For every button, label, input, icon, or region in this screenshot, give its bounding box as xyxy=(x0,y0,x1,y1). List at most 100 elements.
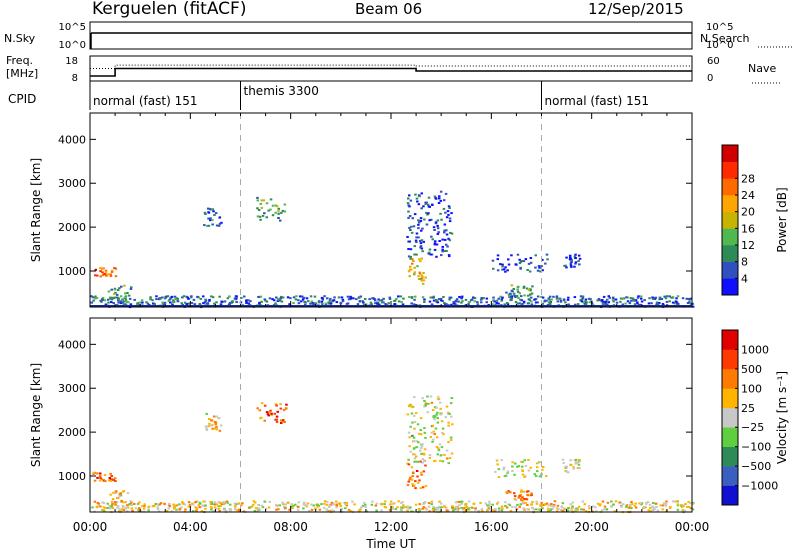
power-data-pixel xyxy=(110,288,113,291)
power-data-pixel xyxy=(420,277,424,280)
power-data-pixel xyxy=(503,268,506,271)
velocity-data-pixel xyxy=(598,504,601,507)
velocity-data-pixel xyxy=(689,502,692,505)
power-data-pixel xyxy=(183,301,187,304)
velocity-data-pixel xyxy=(257,507,261,510)
power-data-pixel xyxy=(541,258,544,261)
power-data-pixel xyxy=(420,239,424,242)
velocity-data-pixel xyxy=(276,410,279,413)
velocity-data-pixel xyxy=(119,501,123,503)
velocity-data-pixel xyxy=(566,509,570,512)
power-data-pixel xyxy=(169,297,172,300)
velocity-data-pixel xyxy=(108,479,111,482)
power-data-pixel xyxy=(650,302,653,305)
nsky-tick-label-right: 10^0 xyxy=(706,40,733,51)
velocity-data-pixel xyxy=(549,509,552,512)
velocity-data-pixel xyxy=(651,505,654,508)
power-data-pixel xyxy=(341,300,345,303)
power-data-pixel xyxy=(397,300,401,303)
power-data-pixel xyxy=(245,301,248,304)
power-data-pixel xyxy=(163,301,167,304)
power-data-pixel xyxy=(687,298,691,300)
power-data-pixel xyxy=(340,296,344,299)
power-data-pixel xyxy=(480,301,483,304)
power-data-pixel xyxy=(407,197,410,200)
velocity-data-pixel xyxy=(574,458,578,461)
velocity-data-pixel xyxy=(210,508,213,511)
velocity-data-pixel xyxy=(260,402,264,405)
velocity-data-pixel xyxy=(521,496,524,499)
power-data-pixel xyxy=(555,295,558,298)
y-tick-label: 3000 xyxy=(58,382,86,395)
velocity-data-pixel xyxy=(400,506,404,509)
velocity-data-pixel xyxy=(451,423,454,426)
power-data-pixel xyxy=(420,247,424,250)
velocity-data-pixel xyxy=(436,421,440,424)
power-data-pixel xyxy=(155,298,158,301)
power-data-pixel xyxy=(527,288,530,291)
velocity-data-pixel xyxy=(419,508,422,511)
power-data-pixel xyxy=(630,299,633,302)
power-data-pixel xyxy=(393,300,396,302)
velocity-data-pixel xyxy=(436,411,439,414)
velocity-data-pixel xyxy=(275,404,278,407)
power-data-pixel xyxy=(533,298,536,301)
velocity-cluster xyxy=(406,395,454,465)
velocity-data-pixel xyxy=(440,446,444,449)
power-data-pixel xyxy=(217,224,221,227)
velocity-data-pixel xyxy=(665,500,668,503)
power-data-pixel xyxy=(426,213,429,216)
power-data-pixel xyxy=(415,236,418,239)
power-data-pixel xyxy=(141,301,144,304)
velocity-data-pixel xyxy=(516,465,519,468)
velocity-data-pixel xyxy=(288,508,291,511)
velocity-data-pixel xyxy=(224,510,228,512)
power-data-pixel xyxy=(408,275,411,278)
velocity-data-pixel xyxy=(266,413,270,416)
velocity-cluster xyxy=(91,500,695,514)
power-data-pixel xyxy=(116,289,120,291)
power-data-pixel xyxy=(522,260,526,263)
power-frame xyxy=(89,112,693,308)
power-data-pixel xyxy=(180,302,183,305)
velocity-data-pixel xyxy=(495,502,499,505)
power-data-pixel xyxy=(409,199,413,202)
velocity-data-pixel xyxy=(440,454,443,457)
velocity-data-pixel xyxy=(504,505,507,507)
velocity-data-pixel xyxy=(370,503,374,506)
power-data-pixel xyxy=(104,270,108,273)
power-data-pixel xyxy=(516,302,519,305)
velocity-data-pixel xyxy=(204,425,208,428)
velocity-data-pixel xyxy=(326,500,329,503)
power-data-pixel xyxy=(408,240,411,243)
velocity-data-pixel xyxy=(541,507,544,510)
velocity-data-pixel xyxy=(654,502,658,505)
cpid-axis-label: CPID xyxy=(8,92,36,106)
power-data-pixel xyxy=(524,258,528,261)
power-data-pixel xyxy=(187,302,191,305)
power-data-pixel xyxy=(358,300,361,303)
velocity-data-pixel xyxy=(343,501,347,504)
power-data-pixel xyxy=(540,265,543,268)
velocity-data-pixel xyxy=(433,406,437,409)
velocity-data-pixel xyxy=(429,435,432,438)
power-data-pixel xyxy=(90,295,93,298)
power-data-pixel xyxy=(119,300,123,303)
velocity-data-pixel xyxy=(114,501,117,504)
velocity-data-pixel xyxy=(114,503,117,506)
velocity-data-pixel xyxy=(528,494,532,497)
velocity-data-pixel xyxy=(500,505,504,508)
power-data-pixel xyxy=(176,297,180,300)
power-data-pixel xyxy=(676,295,680,298)
power-data-pixel xyxy=(96,274,99,277)
velocity-data-pixel xyxy=(494,508,497,511)
velocity-data-pixel xyxy=(126,506,130,509)
velocity-data-pixel xyxy=(175,504,178,507)
power-data-pixel xyxy=(504,266,507,269)
power-data-pixel xyxy=(304,303,307,306)
velocity-data-pixel xyxy=(527,469,531,472)
power-data-pixel xyxy=(117,297,120,300)
velocity-data-pixel xyxy=(545,502,549,505)
power-data-pixel xyxy=(257,209,261,211)
power-data-pixel xyxy=(445,303,448,305)
